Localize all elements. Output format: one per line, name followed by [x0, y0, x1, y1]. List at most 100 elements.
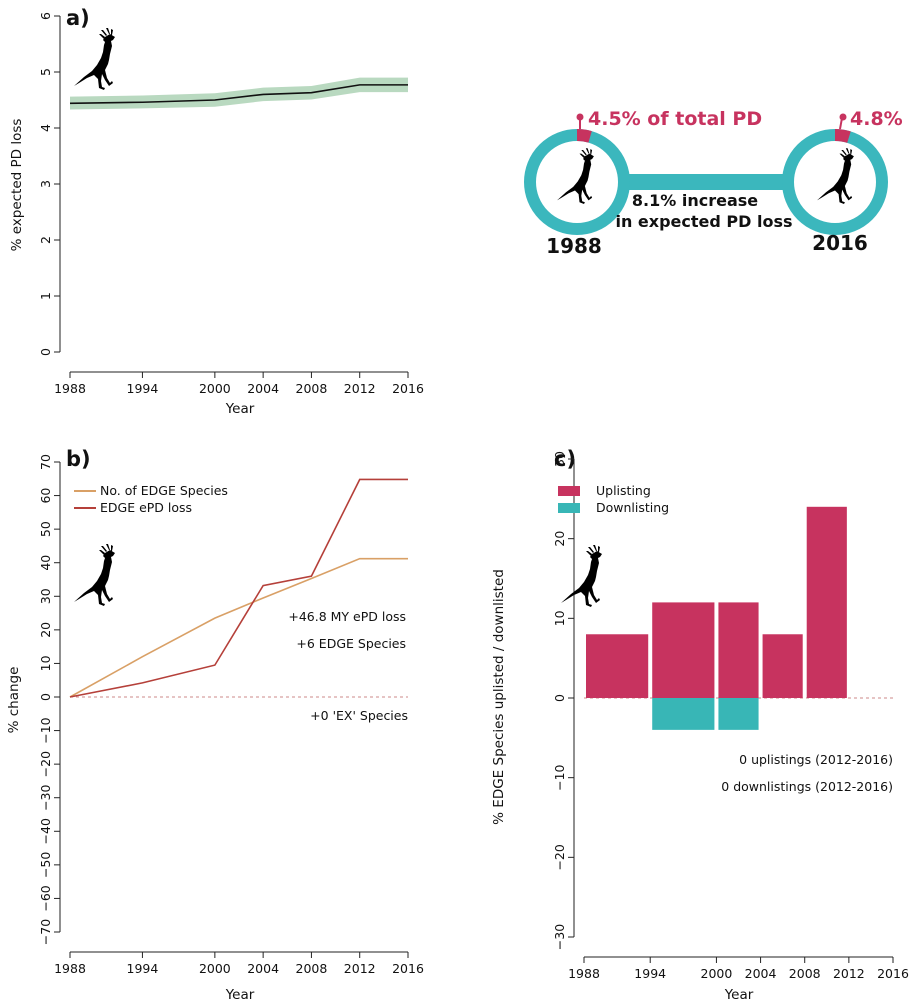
panel-a-y-tick-label: 3 [38, 180, 53, 188]
annotation-uplistings: 0 uplistings (2012-2016) [739, 752, 893, 767]
panel-b-x-tick-label: 1994 [127, 961, 159, 976]
panel-c-x-tick-label: 2000 [701, 966, 733, 981]
panel-b-ylabel: % change [6, 667, 22, 734]
start-year-label: 1988 [546, 234, 602, 258]
pin-2016-head [839, 113, 847, 121]
panel-b-y-tick-label: −20 [38, 751, 53, 777]
panel-label-a: a) [66, 6, 90, 30]
panel-a-y-tick-label: 2 [38, 236, 53, 244]
panel-c-y-tick-label: 10 [552, 610, 567, 626]
panel-b-y-tick-label: 70 [38, 454, 53, 470]
panel-b-y-tick-label: −40 [38, 818, 53, 844]
panel-b-xlabel: Year [225, 987, 255, 1003]
panel-c-y-tick-label: 20 [552, 531, 567, 547]
panel-a-x-tick-label: 1994 [127, 381, 159, 396]
panel-b-y-tick-label: 30 [38, 588, 53, 604]
panel-c-x-tick-label: 2004 [745, 966, 777, 981]
expected-pd-loss-line [69, 84, 408, 105]
panel-c-x-tick-label: 1988 [568, 966, 600, 981]
panel-a-x-tick-label: 2000 [199, 381, 231, 396]
panel-a-y-tick-label: 0 [38, 348, 53, 356]
panel-a-x-tick-label: 2016 [392, 381, 424, 396]
panel-a-x-tick-label: 2004 [247, 381, 279, 396]
panel-b-y-tick-label: −70 [38, 919, 53, 945]
panel-b-x-tick-label: 2008 [296, 961, 328, 976]
panel-label-b: b) [66, 447, 91, 471]
panel-c-xlabel: Year [724, 987, 754, 1003]
panel-a-chart: 1988 1994 2000 2004 2008 2012 2016 0 1 2 3 4 5 6 [38, 12, 424, 396]
panel-a-x-tick-label: 2012 [344, 381, 376, 396]
legend-swatch-uplisting [558, 486, 580, 496]
legend-swatch-downlisting [558, 503, 580, 513]
legend-label-edge-epd: EDGE ePD loss [100, 500, 192, 515]
panel-c-y-tick-label: −20 [552, 844, 567, 870]
edge-epd-loss-line [69, 478, 408, 698]
legend-label-uplisting: Uplisting [596, 483, 651, 498]
panel-c-ylabel: % EDGE Species uplisted / downlisted [491, 569, 507, 825]
panel-b-x-tick-label: 2012 [344, 961, 376, 976]
annotation-ex-species: +0 'EX' Species [310, 708, 408, 723]
panel-b-y-tick-label: 50 [38, 521, 53, 537]
legend-label-edge-species: No. of EDGE Species [100, 483, 228, 498]
panel-c-x-tick-label: 2012 [833, 966, 865, 981]
end-pct-label: 4.8% [850, 108, 903, 130]
panel-c-y-tick-label: 0 [552, 694, 567, 702]
uncertainty-ribbon [70, 77, 408, 110]
panel-a-xlabel: Year [225, 401, 255, 417]
panel-a-y-tick-label: 1 [38, 292, 53, 300]
uplisting-bar [762, 634, 803, 698]
panel-b-y-tick-label: −60 [38, 885, 53, 911]
panel-b-chart: 1988 1994 2000 2004 2008 2012 2016 −70 −60 −50 −40… [38, 454, 424, 976]
panel-a-y-tick-label: 5 [38, 68, 53, 76]
panel-b-x-tick-label: 1988 [54, 961, 86, 976]
panel-c-x-tick-label: 2008 [789, 966, 821, 981]
panel-b-x-tick-label: 2000 [199, 961, 231, 976]
panel-b-y-tick-label: 10 [38, 655, 53, 671]
panel-b-y-tick-label: −10 [38, 717, 53, 743]
increase-label-line2: in expected PD loss [615, 212, 792, 231]
legend-label-downlisting: Downlisting [596, 500, 669, 515]
start-pct-label: 4.5% of total PD [588, 108, 762, 130]
downlisting-bar [652, 698, 715, 730]
panel-b-x-tick-label: 2004 [247, 961, 279, 976]
panel-c-legend: Uplisting Downlisting [558, 483, 669, 515]
uplisting-bar [718, 602, 759, 698]
panel-b-y-tick-label: 40 [38, 555, 53, 571]
annotation-downlistings: 0 downlistings (2012-2016) [721, 779, 893, 794]
panel-b-y-tick-label: −50 [38, 852, 53, 878]
connector-bar [605, 174, 795, 190]
secretarybird-silhouette-icon [74, 544, 115, 606]
panel-b-legend: No. of EDGE Species EDGE ePD loss [74, 483, 228, 515]
downlisting-bar [718, 698, 759, 730]
panel-b-y-tick-label: 20 [38, 622, 53, 638]
panel-a-x-tick-label: 1988 [54, 381, 86, 396]
panel-a-x-tick-label: 2008 [296, 381, 328, 396]
increase-label-line1: 8.1% increase [632, 191, 758, 210]
panel-a-y-tick-label: 4 [38, 124, 53, 132]
end-year-label: 2016 [812, 231, 868, 255]
panel-c-chart: 1988 1994 2000 2004 2008 2012 2016 −30 −20 −10 0 10… [552, 451, 909, 981]
secretarybird-silhouette-icon [74, 28, 115, 90]
edge-species-line [69, 557, 408, 698]
panel-b-y-tick-label: 60 [38, 488, 53, 504]
infographic: 4.5% of total PD 4.8% 8.1% increase in e… [524, 108, 903, 258]
ring-2016 [782, 129, 888, 235]
panel-a-y-tick-label: 6 [38, 12, 53, 20]
panel-b-x-tick-label: 2016 [392, 961, 424, 976]
ring-1988-pd-arc [576, 129, 592, 143]
secretarybird-silhouette-icon [561, 545, 602, 607]
panel-b-y-tick-label: −30 [38, 784, 53, 810]
panel-c-y-tick-label: 30 [552, 451, 567, 467]
panel-label-c: c) [554, 447, 576, 471]
uplisting-bar [586, 634, 649, 698]
uplisting-bar [652, 602, 715, 698]
ring-2016-pd-arc [834, 129, 851, 143]
panel-b-y-tick-label: 0 [38, 693, 53, 701]
pin-1988-head [576, 113, 584, 121]
panel-a-ylabel: % expected PD loss [9, 119, 25, 252]
uplisting-bar [806, 506, 847, 698]
panel-c-x-tick-label: 1994 [634, 966, 666, 981]
annotation-edge-species: +6 EDGE Species [296, 636, 406, 651]
panel-c-y-tick-label: −30 [552, 924, 567, 950]
